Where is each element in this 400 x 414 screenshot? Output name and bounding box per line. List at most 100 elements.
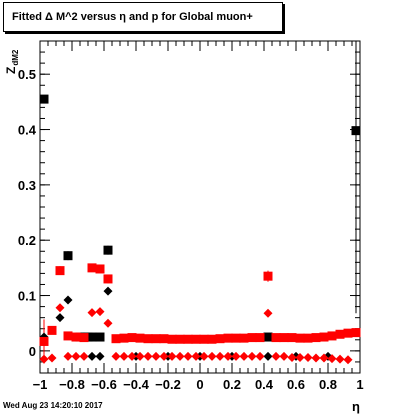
data-point-diamond [63, 351, 73, 361]
data-point-diamond [343, 355, 353, 365]
data-point-diamond [319, 353, 329, 363]
data-point-diamond [327, 354, 337, 364]
x-tick-label: −0.4 [123, 377, 149, 392]
data-point-diamond [79, 351, 89, 361]
data-point-square [351, 126, 361, 136]
data-point-square [103, 245, 113, 255]
y-axis-title-main: Z [4, 67, 18, 74]
data-point-square [63, 251, 73, 261]
data-point-square [199, 334, 209, 344]
data-point-diamond [255, 351, 265, 361]
data-point-square [335, 329, 345, 339]
data-point-square [183, 334, 193, 344]
data-point-square [207, 334, 217, 344]
data-point-square [127, 333, 137, 343]
data-point-square [175, 334, 185, 344]
y-tick-label: 0.1 [18, 289, 36, 304]
data-point-diamond [143, 351, 153, 361]
data-point-diamond [183, 351, 193, 361]
data-point-square [39, 94, 49, 104]
data-point-square [223, 333, 233, 343]
data-point-square [63, 331, 73, 341]
data-point-square [87, 263, 97, 273]
data-point-diamond [63, 295, 73, 305]
data-point-diamond [231, 351, 241, 361]
data-point-diamond [239, 351, 249, 361]
data-point-diamond [159, 351, 169, 361]
data-point-square [215, 334, 225, 344]
data-point-square [39, 336, 49, 346]
y-tick-label: 0.4 [18, 123, 37, 138]
data-point-diamond [71, 351, 81, 361]
data-point-square [263, 271, 273, 281]
data-point-diamond [167, 351, 177, 361]
data-point-square [135, 333, 145, 343]
timestamp-footer: Wed Aug 23 14:20:10 2017 [3, 401, 103, 410]
data-point-square [287, 333, 297, 343]
data-point-square [71, 332, 81, 342]
chart-title-box: Fitted Δ M^2 versus η and p for Global m… [3, 2, 283, 32]
x-tick-label: 0.8 [319, 377, 337, 392]
x-axis-title: η [352, 399, 360, 414]
y-tick-label: 0.2 [18, 233, 36, 248]
data-point-diamond [311, 353, 321, 363]
data-point-square [351, 328, 361, 338]
data-point-diamond [55, 313, 65, 323]
y-tick-label: 0.3 [18, 178, 36, 193]
x-tick-label: −0.6 [91, 377, 117, 392]
data-point-diamond [223, 351, 233, 361]
data-point-square [303, 333, 313, 343]
data-point-diamond [47, 353, 57, 363]
x-tick-label: 1 [356, 377, 363, 392]
data-point-square [263, 332, 273, 342]
data-point-square [79, 333, 89, 343]
data-point-square [111, 334, 121, 344]
data-point-diamond [127, 351, 137, 361]
data-point-square [247, 333, 257, 343]
data-point-diamond [111, 351, 121, 361]
data-point-diamond [151, 351, 161, 361]
data-point-square [191, 334, 201, 344]
data-point-diamond [95, 307, 105, 317]
data-point-diamond [87, 351, 97, 361]
data-point-diamond [87, 308, 97, 318]
data-point-diamond [287, 353, 297, 363]
data-point-square [55, 266, 65, 276]
data-point-square [319, 332, 329, 342]
data-point-diamond [199, 351, 209, 361]
axis-ticks [39, 41, 361, 374]
data-markers [39, 94, 361, 365]
y-tick-label: 0 [29, 344, 36, 359]
y-axis-title-sub: dM2 [11, 49, 20, 66]
x-tick-label: −1 [33, 377, 48, 392]
data-point-diamond [247, 351, 257, 361]
data-point-diamond [279, 351, 289, 361]
data-point-diamond [207, 351, 217, 361]
data-point-diamond [175, 351, 185, 361]
data-point-square [295, 333, 305, 343]
x-tick-label: 0.4 [255, 377, 274, 392]
x-tick-label: −0.2 [155, 377, 181, 392]
data-point-diamond [39, 354, 49, 364]
data-point-square [119, 333, 129, 343]
data-point-diamond [119, 351, 129, 361]
x-tick-label: −0.8 [59, 377, 85, 392]
data-point-square [159, 334, 169, 344]
data-point-diamond [335, 354, 345, 364]
data-point-square [271, 333, 281, 343]
data-point-diamond [103, 286, 113, 296]
chart-title: Fitted Δ M^2 versus η and p for Global m… [12, 11, 253, 23]
y-axis-title: ZdM2 [4, 49, 20, 74]
data-point-diamond [215, 351, 225, 361]
data-point-diamond [103, 318, 113, 328]
data-point-diamond [135, 351, 145, 361]
data-point-diamond [95, 351, 105, 361]
data-point-diamond [55, 303, 65, 313]
data-point-square [231, 333, 241, 343]
data-point-square [151, 334, 161, 344]
data-point-diamond [295, 353, 305, 363]
data-point-square [167, 334, 177, 344]
data-point-diamond [271, 351, 281, 361]
data-point-diamond [263, 351, 273, 361]
